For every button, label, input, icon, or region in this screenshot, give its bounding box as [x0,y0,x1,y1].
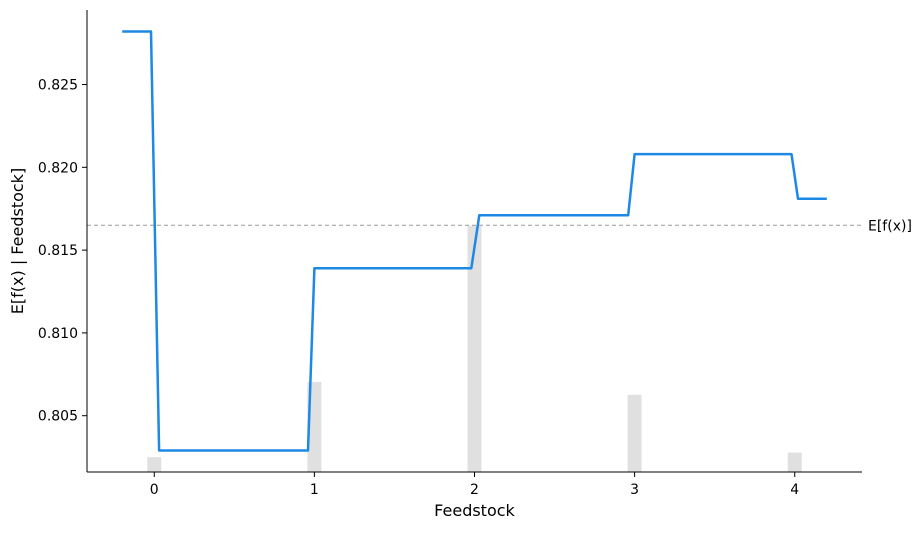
y-tick-label: 0.820 [38,160,78,176]
histogram-layer [147,225,802,472]
y-axis-label: E[f(x) | Feedstock] [8,168,27,314]
y-tick-label: 0.815 [38,243,78,259]
histogram-bar-2 [467,225,482,472]
reference-layer: E[f(x)] [87,218,912,234]
expected-value-label: E[f(x)] [868,218,912,234]
series-line-0 [122,30,827,452]
x-tick-label: 4 [790,482,799,498]
y-ticks: 0.805 0.810 0.815 0.820 0.825 [38,78,87,425]
series-layer [122,30,827,452]
x-ticks: 0 1 2 3 4 [150,472,799,498]
x-tick-label: 1 [310,482,319,498]
y-tick-label: 0.825 [38,78,78,94]
histogram-bar-4 [787,452,802,472]
x-axis-label: Feedstock [434,501,515,520]
histogram-bar-3 [627,394,642,472]
y-tick-label: 0.810 [38,326,78,342]
x-tick-label: 3 [630,482,639,498]
x-tick-label: 2 [470,482,479,498]
x-tick-label: 0 [150,482,159,498]
axes-layer: 0 1 2 3 4 0.805 0.810 0.815 0.820 0.825 Feedstoc… [8,10,862,520]
histogram-bar-0 [147,457,162,472]
histogram-bar-1 [307,381,322,472]
y-tick-label: 0.805 [38,409,78,425]
